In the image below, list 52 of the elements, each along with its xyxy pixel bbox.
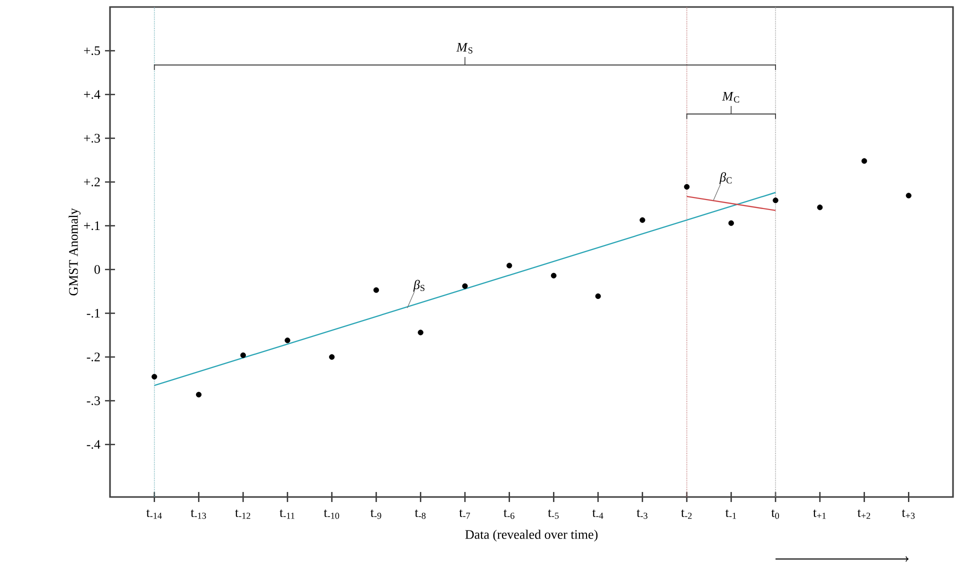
- x-tick-label: t$_{+1}$: [813, 510, 826, 519]
- point: [418, 330, 424, 336]
- y-axis-title: GMST Anomaly: [68, 208, 81, 296]
- x-tick-label: t$_{-11}$: [280, 510, 294, 519]
- point: [152, 374, 158, 380]
- y-tick-label: -.3: [86, 396, 100, 406]
- point: [550, 272, 556, 278]
- y-tick-label: 0: [94, 265, 100, 274]
- point: [196, 392, 202, 398]
- x-tick-label: t$_{-3}$: [636, 510, 648, 519]
- x-tick-label: t$_{-10}$: [324, 510, 340, 519]
- annotation: β$_{S}$: [413, 280, 424, 292]
- point: [817, 204, 823, 210]
- y-tick-label: +.2: [84, 178, 100, 186]
- y-tick-label: +.3: [84, 134, 100, 143]
- y-tick-label: +.1: [84, 221, 100, 230]
- annotation: M$_{C}$: [722, 92, 740, 102]
- point: [772, 198, 778, 204]
- point: [640, 217, 646, 223]
- x-tick-label: t$_{+3}$: [902, 510, 915, 519]
- point: [240, 352, 246, 358]
- point: [373, 287, 380, 293]
- y-tick-label: -.1: [86, 308, 100, 318]
- point: [906, 192, 912, 198]
- y-tick-label: -.2: [86, 352, 100, 362]
- point: [595, 293, 601, 299]
- point: [284, 338, 290, 344]
- point: [329, 354, 335, 360]
- point: [684, 184, 690, 190]
- x-axis-title: Data (revealed over time): [465, 530, 598, 542]
- x-tick-label: t$_{-14}$: [146, 510, 162, 519]
- x-tick-label: t$_{-12}$: [235, 510, 250, 519]
- point: [728, 220, 734, 226]
- point: [462, 283, 468, 289]
- y-tick-label: +.4: [84, 90, 100, 99]
- point: [861, 158, 868, 164]
- x-tick-label: t$_{+2}$: [858, 510, 870, 519]
- x-tick-label: t$_{-4}$: [592, 510, 604, 519]
- point: [506, 262, 512, 268]
- x-tick-label: t$_{-1}$: [725, 510, 736, 519]
- x-tick-label: t$_{-8}$: [414, 510, 426, 519]
- x-tick-label: t$_{-7}$: [459, 510, 470, 519]
- y-tick-label: +.5: [84, 46, 100, 56]
- annotation: M$_{S}$: [456, 42, 472, 54]
- x-tick-label: t$_{-9}$: [370, 510, 382, 519]
- x-tick-label: t$_{-13}$: [190, 510, 206, 519]
- x-tick-label: t$_{-2}$: [681, 510, 692, 519]
- y-tick-label: -.4: [86, 440, 100, 449]
- annotation: β$_{C}$: [719, 172, 732, 184]
- x-tick-label: t$_{0}$: [771, 510, 780, 519]
- x-tick-label: t$_{-5}$: [548, 510, 559, 519]
- x-tick-label: t$_{-6}$: [504, 510, 514, 519]
